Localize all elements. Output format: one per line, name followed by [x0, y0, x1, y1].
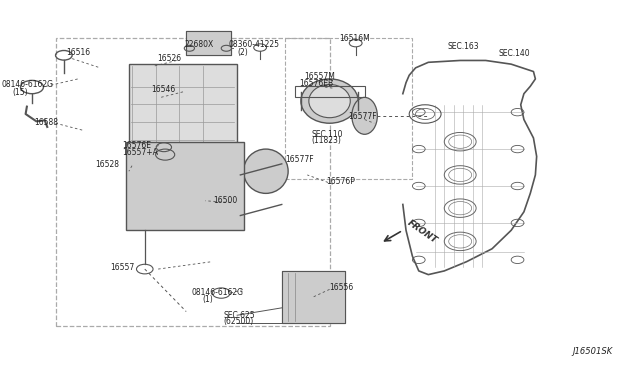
Bar [285, 38, 412, 179]
Text: 16500: 16500 [213, 196, 237, 205]
Text: 16577F: 16577F [285, 155, 314, 164]
Ellipse shape [244, 149, 288, 193]
FancyBboxPatch shape [129, 64, 237, 145]
Text: SEC.110: SEC.110 [311, 130, 342, 139]
Text: (15): (15) [13, 89, 29, 97]
Text: 16576EB: 16576EB [300, 79, 333, 88]
Bar [282, 271, 346, 323]
Text: 08360-41225: 08360-41225 [229, 41, 280, 49]
Text: 16576E: 16576E [122, 141, 152, 150]
Text: 08146-6162G: 08146-6162G [1, 80, 53, 89]
Text: SEC.625: SEC.625 [223, 311, 255, 320]
Bar [294, 86, 365, 97]
Text: (11823): (11823) [311, 136, 341, 145]
Text: FRONT: FRONT [406, 219, 439, 246]
Text: 16546: 16546 [151, 85, 175, 94]
Bar [282, 271, 346, 323]
Text: 16516M: 16516M [339, 34, 370, 43]
Text: (1): (1) [202, 295, 213, 304]
Text: (2): (2) [237, 48, 248, 57]
Text: 22680X: 22680X [185, 41, 214, 49]
Text: 08146-6162G: 08146-6162G [191, 288, 243, 297]
Text: SEC.163: SEC.163 [447, 42, 479, 51]
Text: J16501SK: J16501SK [573, 347, 613, 356]
Ellipse shape [309, 84, 350, 118]
Text: 16588: 16588 [35, 118, 58, 126]
Text: 16576P: 16576P [326, 177, 355, 186]
Text: 16557M: 16557M [304, 72, 335, 81]
Bar [186, 31, 231, 55]
Ellipse shape [352, 97, 378, 134]
Text: SEC.140: SEC.140 [499, 49, 530, 58]
Text: 16528: 16528 [96, 160, 120, 170]
Text: 16516: 16516 [66, 48, 90, 57]
FancyBboxPatch shape [125, 142, 244, 230]
Bar [56, 38, 330, 326]
Bar [186, 31, 231, 55]
Text: 16577F: 16577F [349, 112, 378, 121]
Text: 16556: 16556 [330, 283, 354, 292]
Text: (62500): (62500) [223, 317, 253, 326]
Ellipse shape [301, 79, 358, 123]
Text: 16557: 16557 [109, 263, 134, 272]
Text: 16557+A: 16557+A [122, 148, 158, 157]
Text: 16526: 16526 [157, 54, 182, 63]
